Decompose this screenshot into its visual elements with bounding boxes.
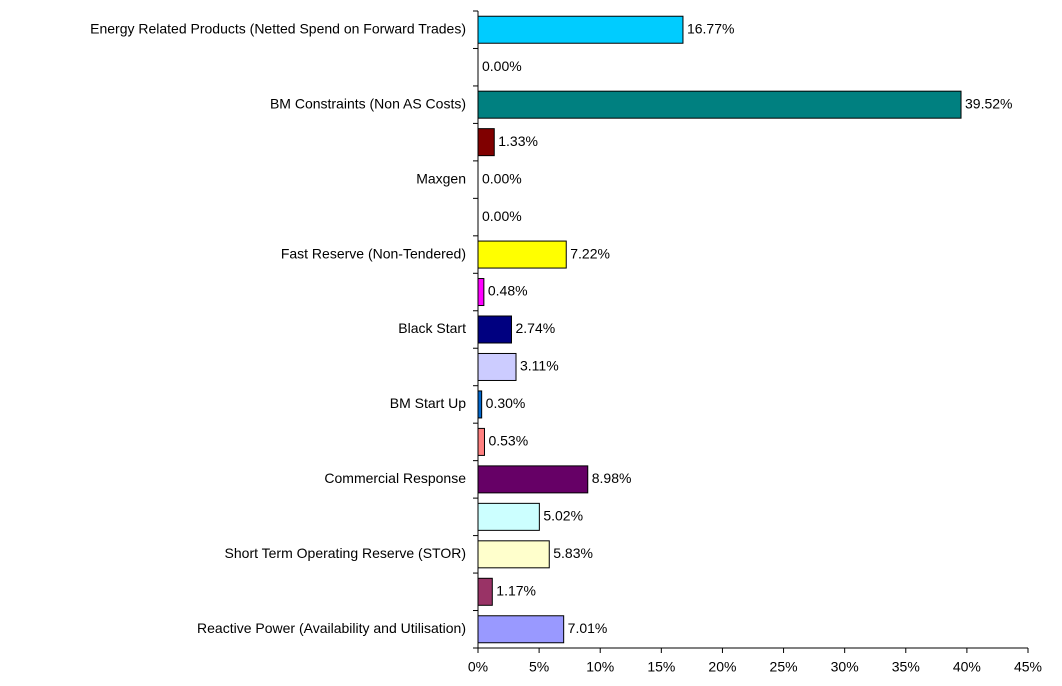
bar bbox=[477, 465, 589, 494]
x-tick-label: 15% bbox=[647, 659, 675, 675]
value-label: 16.77% bbox=[687, 20, 734, 36]
bar bbox=[477, 577, 493, 606]
bar bbox=[477, 90, 962, 119]
y-tick-label: Maxgen bbox=[416, 170, 466, 186]
bar bbox=[477, 390, 483, 419]
bar bbox=[477, 540, 550, 569]
bar bbox=[477, 315, 512, 344]
value-label: 0.00% bbox=[482, 208, 522, 224]
bar bbox=[477, 278, 485, 307]
value-label: 3.11% bbox=[520, 358, 559, 374]
value-label: 1.33% bbox=[498, 133, 538, 149]
y-tick-label: Black Start bbox=[398, 320, 466, 336]
x-tick-label: 0% bbox=[468, 659, 488, 675]
value-label: 0.00% bbox=[482, 58, 522, 74]
value-label: 0.48% bbox=[488, 283, 528, 299]
value-label: 7.01% bbox=[568, 620, 608, 636]
value-label: 0.53% bbox=[488, 433, 528, 449]
value-label: 0.00% bbox=[482, 170, 522, 186]
y-tick-label: Reactive Power (Availability and Utilisa… bbox=[197, 620, 466, 636]
x-tick-label: 5% bbox=[529, 659, 549, 675]
x-tick-label: 40% bbox=[953, 659, 981, 675]
x-tick-label: 10% bbox=[586, 659, 614, 675]
value-label: 2.74% bbox=[515, 320, 555, 336]
value-label: 39.52% bbox=[965, 95, 1012, 111]
bar bbox=[477, 502, 540, 531]
bar bbox=[477, 15, 684, 44]
y-tick-label: BM Start Up bbox=[390, 395, 466, 411]
value-label: 5.83% bbox=[553, 545, 593, 561]
x-tick-label: 35% bbox=[892, 659, 920, 675]
bar bbox=[477, 615, 565, 644]
value-label: 7.22% bbox=[570, 245, 610, 261]
x-tick-label: 20% bbox=[708, 659, 736, 675]
bar bbox=[477, 427, 485, 456]
bar bbox=[477, 352, 517, 381]
value-label: 8.98% bbox=[592, 470, 632, 486]
y-tick-label: Short Term Operating Reserve (STOR) bbox=[225, 545, 466, 561]
value-label: 0.30% bbox=[486, 395, 526, 411]
x-tick-label: 30% bbox=[831, 659, 859, 675]
x-tick-label: 25% bbox=[770, 659, 798, 675]
bar bbox=[477, 128, 495, 157]
x-tick-label: 45% bbox=[1014, 659, 1042, 675]
y-tick-label: BM Constraints (Non AS Costs) bbox=[270, 95, 466, 111]
value-label: 1.17% bbox=[496, 582, 536, 598]
y-tick-label: Fast Reserve (Non-Tendered) bbox=[281, 245, 466, 261]
value-label: 5.02% bbox=[543, 508, 583, 524]
bar bbox=[477, 240, 567, 269]
y-tick-label: Commercial Response bbox=[324, 470, 466, 486]
y-tick-label: Energy Related Products (Netted Spend on… bbox=[90, 20, 466, 36]
